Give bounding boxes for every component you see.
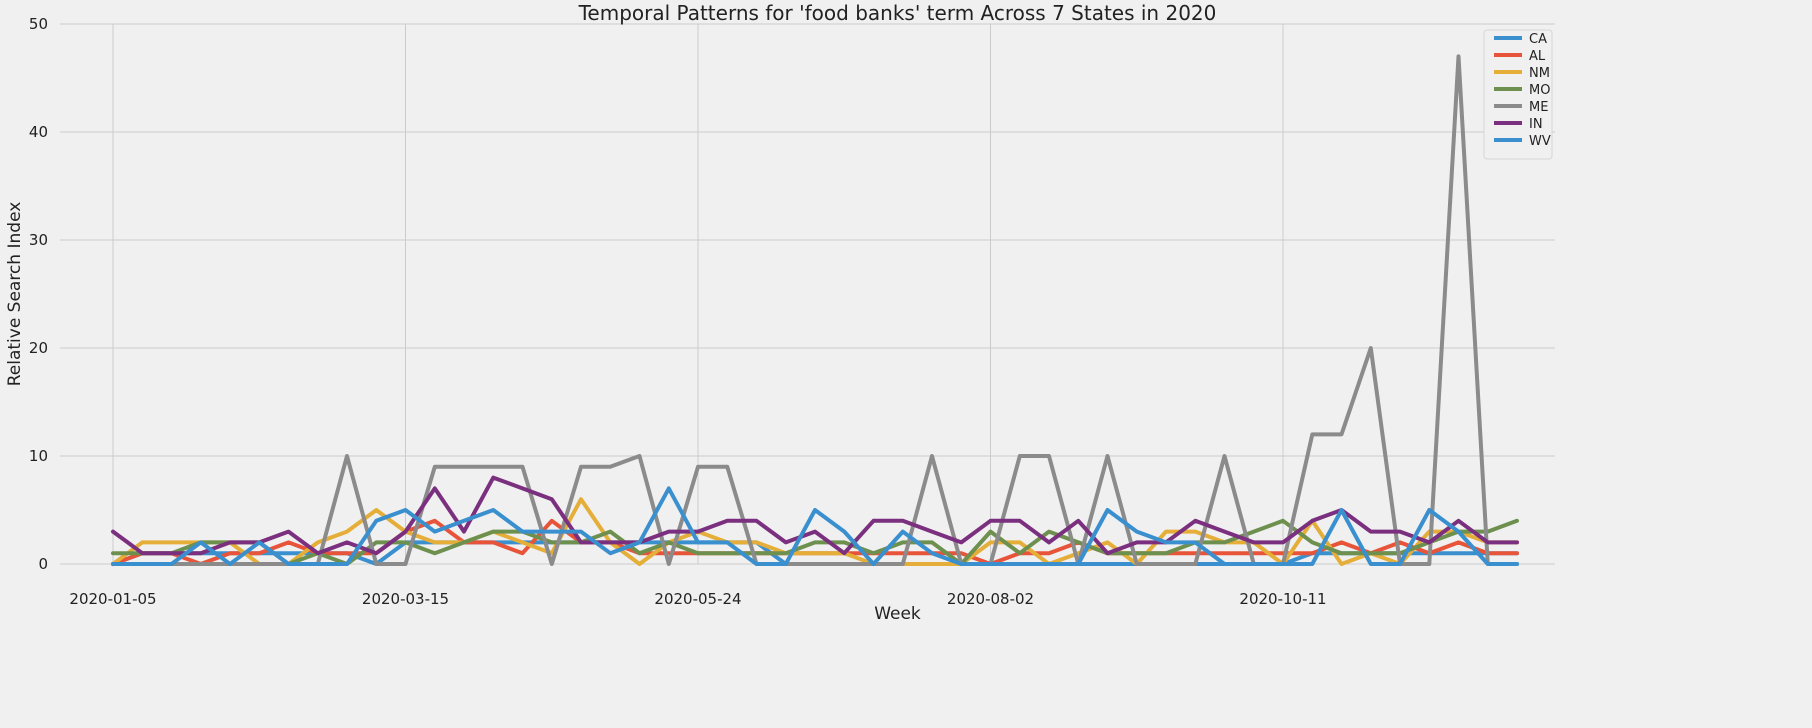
y-axis-label: Relative Search Index: [5, 202, 25, 387]
plot-area: [60, 24, 1555, 564]
x-tick-label: 2020-05-24: [654, 590, 741, 608]
y-tick-label: 30: [29, 231, 48, 249]
x-tick-label: 2020-01-05: [69, 590, 156, 608]
legend-label-al: AL: [1529, 49, 1546, 64]
legend-label-me: ME: [1529, 100, 1548, 115]
x-axis-label: Week: [874, 604, 921, 624]
y-tick-label: 20: [29, 339, 48, 357]
y-tick-label: 10: [29, 447, 48, 465]
series-line-wv: [111, 486, 1519, 566]
axes: 0 10 20 30 40 50 2020-01-05 2020-03-15 2020-05-2…: [29, 15, 1327, 608]
y-tick-label: 0: [38, 555, 48, 573]
legend: CA AL NM MO ME IN WV: [1483, 29, 1553, 160]
x-tick-label: 2020-10-11: [1239, 590, 1326, 608]
x-tick-label: 2020-03-15: [362, 590, 449, 608]
legend-label-ca: CA: [1529, 32, 1547, 47]
series-lines: [111, 54, 1519, 566]
legend-label-in: IN: [1529, 117, 1543, 132]
legend-label-nm: NM: [1529, 66, 1550, 81]
legend-box: [1483, 29, 1553, 160]
grid: [60, 23, 1555, 565]
legend-label-mo: MO: [1529, 83, 1550, 98]
x-tick-label: 2020-08-02: [947, 590, 1034, 608]
y-tick-label: 40: [29, 123, 48, 141]
legend-label-wv: WV: [1529, 134, 1551, 149]
series-line-in: [111, 475, 1519, 556]
y-tick-label: 50: [29, 15, 48, 33]
chart-title: Temporal Patterns for 'food banks' term …: [578, 1, 1217, 25]
